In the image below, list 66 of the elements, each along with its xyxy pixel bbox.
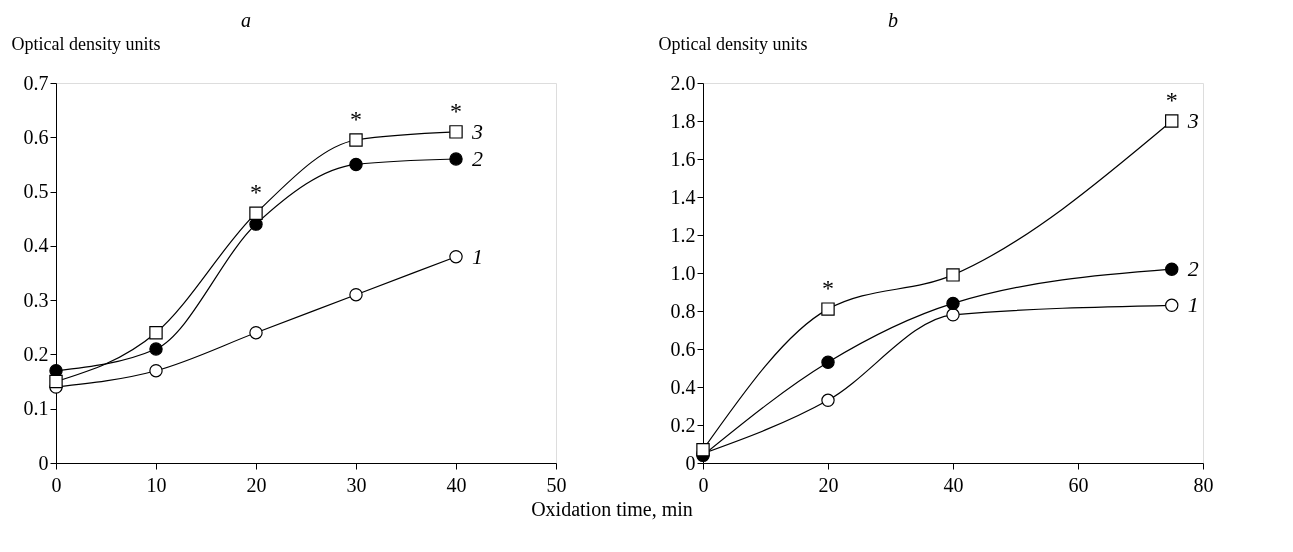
y-tick-label: 1.4	[670, 185, 696, 208]
x-tick-label: 20	[818, 473, 839, 496]
annotation: *	[822, 275, 834, 302]
y-tick-label: 0	[38, 451, 49, 474]
point	[149, 325, 163, 340]
chart-title: b	[888, 9, 898, 31]
point	[349, 288, 363, 302]
series-label: 2	[1187, 256, 1199, 282]
series-label: 1	[1187, 292, 1199, 318]
y-tick-label: 0.3	[23, 288, 49, 311]
y-tick-label: 0.7	[23, 71, 49, 94]
point	[1165, 298, 1179, 313]
y-tick-label: 0.6	[670, 337, 696, 360]
y-axis-title: Optical density units	[658, 33, 808, 54]
point	[696, 442, 710, 457]
point	[149, 364, 163, 378]
x-tick-label: 20	[246, 473, 267, 496]
y-tick-label: 0.8	[670, 299, 696, 322]
point	[821, 393, 835, 408]
y-tick-label: 1.0	[670, 261, 696, 284]
x-axis-title: Oxidation time, min	[531, 497, 693, 520]
point	[1165, 114, 1179, 128]
x-tick-label: 40	[446, 473, 467, 496]
y-tick-label: 1.2	[670, 223, 696, 246]
y-tick-label: 1.8	[670, 109, 696, 132]
series-label: 2	[472, 146, 483, 171]
point	[449, 250, 463, 264]
y-tick-label: 0	[685, 451, 696, 474]
point	[349, 157, 363, 172]
y-tick-label: 2.0	[670, 71, 696, 94]
point	[946, 268, 960, 282]
y-tick-label: 0.6	[23, 125, 49, 148]
annotation: *	[1165, 87, 1178, 113]
x-tick-label: 60	[1068, 473, 1089, 496]
annotation: *	[250, 179, 262, 206]
point	[49, 374, 63, 389]
x-tick-label: 10	[146, 473, 167, 496]
point	[449, 152, 463, 166]
x-tick-label: 80	[1193, 473, 1214, 496]
point	[249, 326, 263, 340]
point	[946, 308, 960, 322]
y-tick-label: 0.1	[23, 397, 49, 420]
x-tick-label: 40	[943, 473, 964, 496]
point	[821, 302, 835, 316]
chart-title: a	[241, 9, 251, 31]
point	[349, 133, 363, 147]
point	[249, 206, 263, 221]
series-label: 3	[471, 118, 483, 144]
y-tick-label: 1.6	[670, 147, 696, 170]
series-label: 1	[472, 243, 483, 269]
point	[821, 355, 835, 370]
y-tick-label: 0.4	[670, 375, 696, 398]
annotation: *	[450, 97, 462, 124]
y-tick-label: 0.2	[23, 342, 49, 365]
y-tick-label: 0.4	[23, 234, 49, 257]
y-axis-title: Optical density units	[11, 33, 161, 54]
point	[946, 296, 960, 311]
point	[449, 125, 463, 139]
series-label: 3	[1186, 108, 1199, 133]
annotation: *	[350, 106, 362, 132]
point	[1165, 262, 1179, 276]
y-tick-label: 0.5	[23, 180, 49, 203]
point	[149, 342, 163, 356]
x-tick-label: 30	[346, 473, 367, 496]
x-tick-label: 50	[546, 473, 567, 496]
y-tick-label: 0.2	[670, 413, 696, 436]
